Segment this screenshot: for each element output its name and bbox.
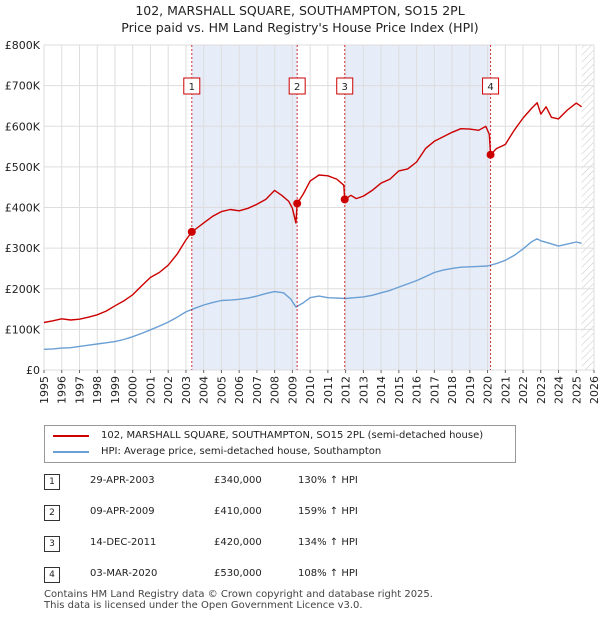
x-tick-label: 2015 — [393, 376, 406, 404]
footer-copyright: Contains HM Land Registry data © Crown c… — [44, 589, 433, 600]
x-tick-label: 2012 — [340, 376, 353, 404]
y-tick-label: £400K — [5, 202, 41, 215]
sale-marker-box — [482, 77, 500, 95]
sale-number-badge: 4 — [44, 567, 60, 583]
table-row: 3 14-DEC-2011 £420,000 134% ↑ HPI — [44, 532, 464, 552]
x-tick-label: 2001 — [144, 376, 157, 404]
sale-marker-box — [336, 77, 354, 95]
grid — [43, 44, 595, 371]
footer: Contains HM Land Registry data © Crown c… — [44, 589, 433, 611]
sale-number-badge: 3 — [44, 536, 60, 552]
legend-swatch-property — [53, 435, 89, 437]
sale-point — [293, 199, 302, 208]
chart-title: 102, MARSHALL SQUARE, SOUTHAMPTON, SO15 … — [0, 2, 600, 36]
sale-marker-box — [288, 77, 306, 95]
footer-licence: This data is licensed under the Open Gov… — [44, 600, 363, 611]
table-row: 1 29-APR-2003 £340,000 130% ↑ HPI — [44, 470, 464, 490]
sale-point — [187, 227, 196, 236]
x-tick-label: 2010 — [304, 376, 317, 404]
x-tick-label: 2025 — [570, 376, 583, 404]
x-tick-label: 2016 — [411, 376, 424, 404]
x-tick-label: 2020 — [482, 376, 495, 404]
x-tick-label: 2000 — [127, 376, 140, 404]
price-chart: £0 £100K £200K £300K £400K £500K £600K £700K £80… — [5, 39, 600, 404]
sale-point — [340, 195, 349, 204]
sale-markers: 1 2 3 4 — [183, 45, 500, 370]
sale-marker-label: 4 — [487, 82, 493, 93]
y-tick-label: £300K — [5, 242, 41, 255]
chart-title-line2: Price paid vs. HM Land Registry's House … — [121, 20, 479, 35]
y-tick-label: £500K — [5, 161, 41, 174]
sale-hpi-delta: 159% ↑ HPI — [298, 506, 358, 517]
y-tick-label: £200K — [5, 283, 41, 296]
y-tick-label: £800K — [5, 39, 41, 52]
x-tick-label: 2009 — [286, 376, 299, 404]
sale-number-badge: 1 — [44, 474, 60, 490]
sale-marker-label: 1 — [189, 82, 195, 93]
sale-marker-label: 2 — [294, 82, 300, 93]
x-tick-label: 2019 — [464, 376, 477, 404]
sale-price: £410,000 — [214, 506, 262, 517]
x-tick-label: 2002 — [162, 376, 175, 404]
series — [43, 102, 583, 350]
x-tick-label: 1999 — [109, 376, 122, 404]
x-tick-label: 2026 — [588, 376, 600, 404]
x-tick-label: 1995 — [38, 376, 51, 404]
property-price-line — [43, 102, 583, 324]
x-tick-label: 2014 — [375, 376, 388, 404]
sale-number-badge: 2 — [44, 505, 60, 521]
sale-hpi-delta: 108% ↑ HPI — [298, 568, 358, 579]
sale-date: 09-APR-2009 — [90, 506, 155, 517]
table-row: 4 03-MAR-2020 £530,000 108% ↑ HPI — [44, 563, 464, 583]
legend-label-hpi: HPI: Average price, semi-detached house,… — [101, 446, 382, 457]
x-tick-label: 2023 — [535, 376, 548, 404]
x-tick-label: 2006 — [233, 376, 246, 404]
sale-price: £530,000 — [214, 568, 262, 579]
x-tick-label: 2005 — [215, 376, 228, 404]
sale-hpi-delta: 134% ↑ HPI — [298, 537, 358, 548]
x-tick-label: 2004 — [198, 376, 211, 404]
x-tick-label: 1998 — [91, 376, 104, 404]
x-tick-label: 2013 — [357, 376, 370, 404]
legend: 102, MARSHALL SQUARE, SOUTHAMPTON, SO15 … — [44, 425, 516, 463]
sale-date: 03-MAR-2020 — [90, 568, 158, 579]
x-tick-label: 2017 — [428, 376, 441, 404]
x-tick-label: 2007 — [251, 376, 264, 404]
sale-price: £420,000 — [214, 537, 262, 548]
x-tick-label: 2021 — [499, 376, 512, 404]
table-row: 2 09-APR-2009 £410,000 159% ↑ HPI — [44, 501, 464, 521]
x-tick-label: 2022 — [517, 376, 530, 404]
sale-price: £340,000 — [214, 475, 262, 486]
sale-date: 14-DEC-2011 — [90, 537, 157, 548]
x-axis: 1995 1996 1997 1998 1999 2000 2001 2002 2003 2004… — [38, 370, 600, 404]
x-tick-label: 2008 — [269, 376, 282, 404]
sale-date: 29-APR-2003 — [90, 475, 155, 486]
sale-marker-label: 3 — [342, 82, 348, 93]
y-axis: £0 £100K £200K £300K £400K £500K £600K £700K £80… — [5, 39, 41, 377]
sale-marker-box — [183, 77, 201, 95]
y-tick-label: £0 — [26, 364, 40, 377]
y-tick-label: £700K — [5, 80, 41, 93]
x-tick-label: 2003 — [180, 376, 193, 404]
chart-title-line1: 102, MARSHALL SQUARE, SOUTHAMPTON, SO15 … — [135, 3, 465, 18]
legend-label-property: 102, MARSHALL SQUARE, SOUTHAMPTON, SO15 … — [101, 430, 484, 441]
x-tick-label: 2018 — [446, 376, 459, 404]
x-tick-label: 2024 — [553, 376, 566, 404]
sale-point — [486, 150, 495, 159]
x-tick-label: 2011 — [322, 376, 335, 404]
legend-swatch-hpi — [53, 451, 89, 453]
sale-hpi-delta: 130% ↑ HPI — [298, 475, 358, 486]
x-tick-label: 1996 — [56, 376, 69, 404]
y-tick-label: £600K — [5, 120, 41, 133]
x-tick-label: 1997 — [73, 376, 86, 404]
y-tick-label: £100K — [5, 323, 41, 336]
hpi-line — [43, 238, 582, 350]
